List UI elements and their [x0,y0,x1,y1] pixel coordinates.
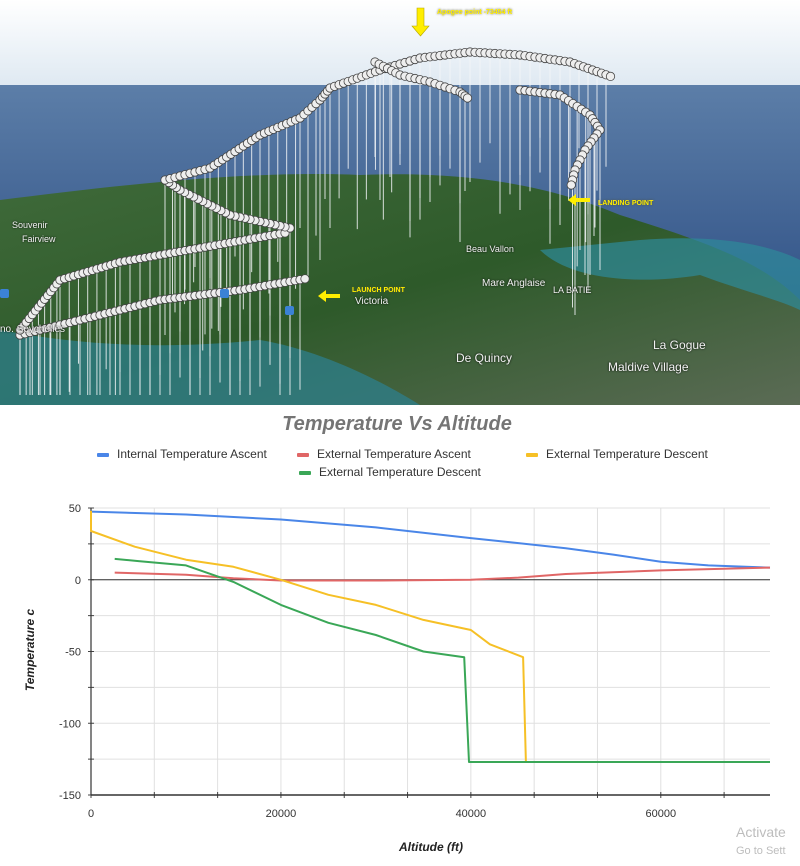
place-fairview: Fairview [22,234,56,244]
series-line-2 [114,566,771,582]
place-la-batie: LA BATIE [553,285,592,295]
legend-item: External Temperature Descent [299,465,482,479]
track-marker [605,71,616,82]
y-axis-title: Temperature c [23,609,37,692]
y-tick-label: -100 [59,718,81,730]
series-line-3 [90,510,527,763]
place-seychelles: no. Seychelles [0,324,66,335]
place-beau-vallon: Beau Vallon [466,244,514,254]
chart-axes: 0 20000 40000 60000 50 0 -50 -100 -150 [59,503,770,820]
x-tick-label: 60000 [645,808,676,820]
activation-watermark-sub: Go to Sett [736,845,786,857]
altitude-poles [19,52,607,395]
apogee-arrow-icon [411,7,430,37]
place-la-gogue: La Gogue [653,338,706,352]
flight-track [15,47,616,340]
legend-label: Internal Temperature Ascent [117,447,268,461]
place-de-quincy: De Quincy [456,351,513,365]
bay-water [540,238,800,310]
legend-swatch [526,453,538,457]
bus-stop-icon [285,306,294,315]
place-souvenir: Souvenir [12,220,48,230]
chart-title: Temperature Vs Altitude [282,413,512,435]
legend-item: Internal Temperature Ascent [97,447,268,461]
flight-path-map: Apogee point -73454 ft LANDING POINT LAU… [0,0,800,405]
y-tick-label: 50 [69,503,81,515]
bus-stop-icon [0,289,9,298]
chart-series [90,510,771,763]
track-marker [462,93,473,103]
legend-swatch [299,471,311,475]
map-imagery [0,0,800,405]
y-tick-label: -150 [59,790,81,802]
legend-swatch [297,453,309,457]
legend-item: External Temperature Descent [526,447,709,461]
track-marker [566,180,576,190]
landing-point-label: LANDING POINT [598,200,654,207]
legend-item: External Temperature Ascent [297,447,472,461]
y-tick-label: -50 [65,647,81,659]
x-tick-label: 20000 [266,808,297,820]
activation-watermark: Activate [736,824,786,840]
x-tick-label: 0 [88,808,94,820]
series-line-1 [90,510,771,569]
bus-stop-icon [220,289,229,298]
legend-label: External Temperature Ascent [317,447,472,461]
track-marker [300,274,310,284]
series-line-4 [114,557,770,763]
launch-point-label: LAUNCH POINT [352,287,405,294]
x-axis-title: Altitude (ft) [398,840,463,854]
legend-label: External Temperature Descent [546,447,709,461]
place-maldive-village: Maldive Village [608,360,689,374]
place-victoria: Victoria [355,296,389,307]
landing-arrow-icon [568,194,590,206]
apogee-label: Apogee point -73454 ft [437,9,513,16]
chart-legend: Internal Temperature Ascent External Temp… [97,447,709,479]
legend-label: External Temperature Descent [319,465,482,479]
x-tick-label: 40000 [456,808,487,820]
place-mare-anglaise: Mare Anglaise [482,278,546,289]
temperature-altitude-chart: Temperature Vs Altitude Internal Tempera… [23,413,771,854]
legend-swatch [97,453,109,457]
launch-arrow-icon [318,290,340,302]
y-tick-label: 0 [75,575,81,587]
